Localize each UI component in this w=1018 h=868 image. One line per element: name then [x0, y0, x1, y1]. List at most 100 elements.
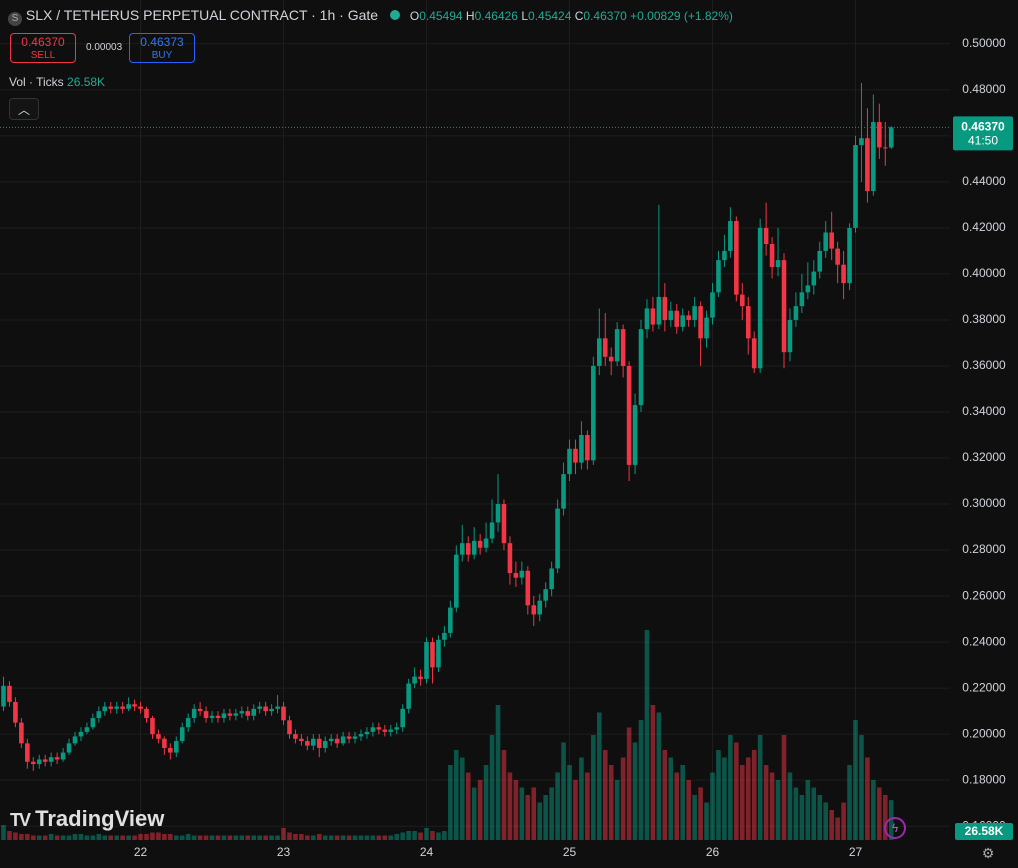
volume-bar: [799, 795, 805, 840]
candle-body: [108, 706, 114, 709]
candle-body: [769, 244, 775, 268]
volume-bar: [841, 802, 846, 840]
volume-bar: [269, 835, 274, 840]
candle-body: [120, 706, 125, 709]
volume-bar: [585, 772, 590, 840]
volume-bar: [692, 795, 697, 840]
volume-bar: [263, 835, 268, 840]
volume-bar: [150, 832, 155, 840]
volume-bar: [96, 834, 102, 840]
volume-bar: [567, 765, 572, 840]
volume-bar: [495, 705, 501, 840]
volume-bar: [555, 772, 560, 840]
candle-body: [543, 589, 548, 601]
y-tick-label: 0.34000: [962, 404, 1006, 418]
candle-body: [454, 554, 459, 608]
volume-bar: [513, 780, 519, 840]
volume-bar: [430, 831, 435, 840]
sell-button[interactable]: 0.46370 SELL: [10, 33, 76, 63]
candle-body: [322, 741, 328, 748]
volume-bar: [227, 835, 233, 840]
collapse-button[interactable]: ︿: [9, 98, 39, 120]
candle-body: [459, 543, 465, 555]
candle-body: [710, 292, 715, 318]
candle-body: [102, 706, 108, 712]
volume-bar: [215, 835, 221, 840]
l-label: L: [521, 9, 529, 23]
volume-bar: [376, 835, 382, 840]
volume-bar: [78, 834, 84, 840]
volume-bar: [203, 835, 209, 840]
volume-bar: [412, 831, 417, 840]
symbol-icon: S: [8, 12, 22, 26]
candle-body: [597, 338, 602, 366]
volume-bar: [436, 832, 441, 840]
volume-bar: [591, 735, 596, 840]
candle-body: [882, 147, 888, 149]
volume-bar: [882, 795, 888, 840]
o-value: 0.45494: [419, 9, 463, 23]
candle-body: [173, 741, 179, 753]
candle-body: [54, 757, 60, 760]
candle-body: [406, 683, 411, 709]
volume-bar: [102, 835, 108, 840]
volume-bar: [459, 757, 465, 840]
volume-bar: [168, 834, 173, 840]
candle-body: [859, 138, 864, 146]
candle-body: [561, 474, 566, 509]
candle-body: [692, 306, 697, 320]
candle-body: [656, 296, 662, 325]
candle-body: [704, 317, 709, 339]
volume-bar: [680, 765, 686, 840]
volume-bar: [602, 750, 608, 840]
buy-button[interactable]: 0.46373 BUY: [129, 33, 195, 63]
volume-bar: [698, 787, 703, 840]
volume-bar: [299, 834, 304, 840]
volume-bar: [340, 835, 346, 840]
settings-icon[interactable]: ⚙: [981, 845, 995, 861]
volume-bar: [275, 835, 280, 840]
lightning-icon[interactable]: ϟ: [884, 817, 906, 839]
candle-body: [382, 729, 388, 732]
candle-body: [811, 271, 817, 286]
volume-bar: [114, 835, 120, 840]
volume-bar: [877, 787, 882, 840]
candle-body: [501, 504, 507, 544]
candle-body: [728, 220, 733, 251]
candle-body: [13, 701, 18, 723]
spread: 0.00003: [86, 42, 123, 53]
volume-bar: [388, 835, 394, 840]
y-tick-label: 0.22000: [962, 680, 1006, 694]
symbol-header: S SLX / TETHERUS PERPETUAL CONTRACT · 1h…: [8, 7, 733, 26]
volume-bar: [829, 810, 834, 840]
volume-bar: [537, 802, 543, 840]
y-tick-label: 0.28000: [962, 542, 1006, 556]
volume-bar: [525, 795, 531, 840]
last-price-badge: [953, 116, 1013, 151]
volume-bar: [835, 817, 840, 840]
volume-bar: [257, 835, 262, 840]
candle-body: [686, 315, 691, 320]
candle-body: [227, 713, 233, 716]
candle-body: [555, 508, 560, 569]
x-tick-label: 26: [706, 845, 720, 859]
volume-bar: [382, 835, 388, 840]
candle-body: [299, 738, 304, 742]
symbol-title[interactable]: SLX / TETHERUS PERPETUAL CONTRACT · 1h ·…: [25, 7, 379, 23]
volume-badge-label: 26.58K: [965, 824, 1004, 838]
volume-bar: [239, 835, 245, 840]
candle-body: [722, 250, 727, 261]
candle-body: [573, 448, 578, 463]
candle-body: [334, 738, 340, 744]
candle-body: [388, 729, 394, 732]
candle-body: [221, 713, 227, 719]
volume-bar: [394, 834, 400, 840]
volume-bar: [465, 772, 471, 840]
volume-badge: [955, 823, 1013, 840]
y-tick-label: 0.26000: [962, 588, 1006, 602]
volume-bar: [1, 825, 6, 840]
volume-bar: [316, 834, 322, 840]
candle-body: [674, 310, 680, 327]
candle-body: [370, 727, 376, 732]
volume-bar: [72, 834, 78, 840]
